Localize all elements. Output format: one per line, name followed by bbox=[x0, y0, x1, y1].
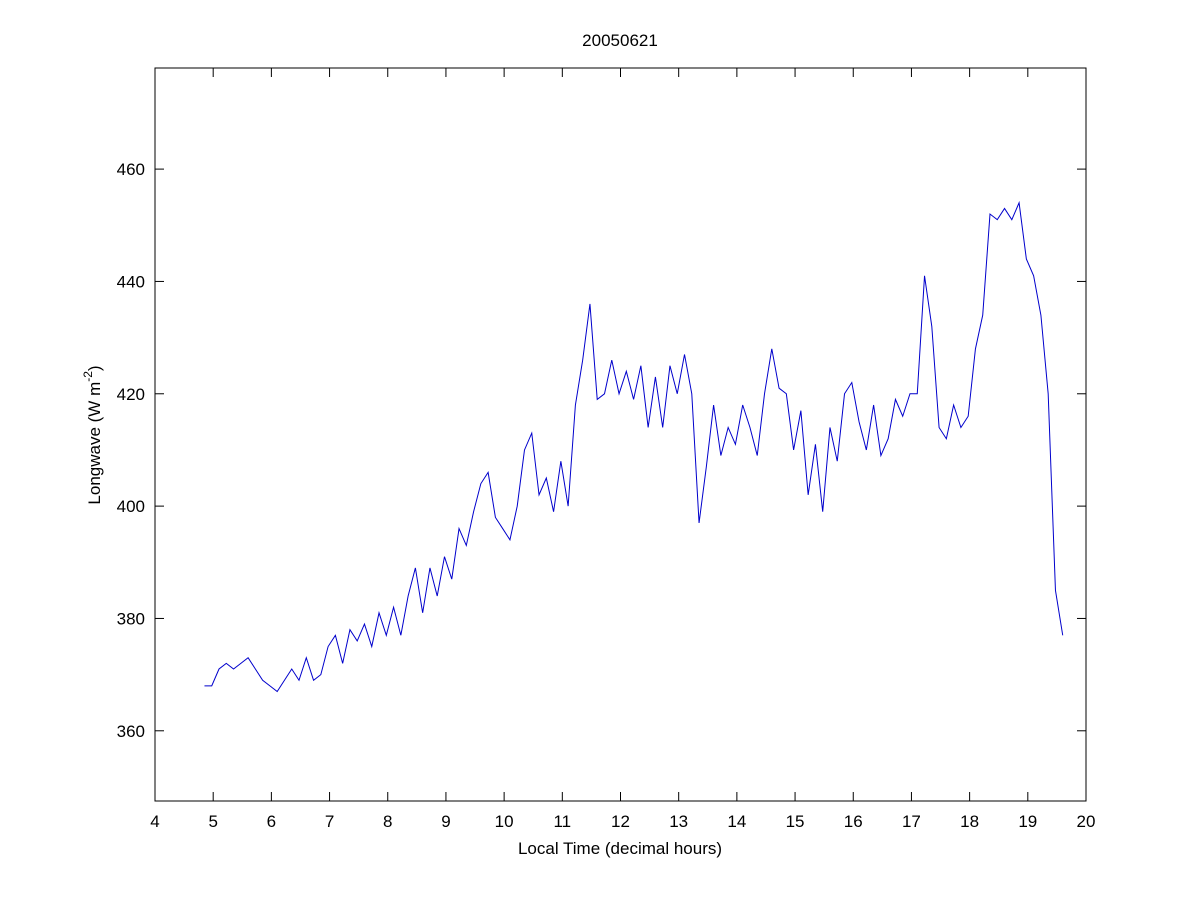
x-axis-label: Local Time (decimal hours) bbox=[518, 839, 722, 858]
x-tick-label: 20 bbox=[1077, 812, 1096, 831]
x-tick-label: 12 bbox=[611, 812, 630, 831]
y-tick-label: 380 bbox=[117, 609, 145, 628]
x-tick-label: 15 bbox=[786, 812, 805, 831]
x-tick-label: 6 bbox=[267, 812, 276, 831]
x-tick-label: 13 bbox=[669, 812, 688, 831]
x-tick-label: 7 bbox=[325, 812, 334, 831]
data-line bbox=[204, 200, 1064, 693]
x-tick-label: 11 bbox=[553, 812, 571, 831]
x-tick-label: 4 bbox=[150, 812, 159, 831]
x-tick-label: 18 bbox=[960, 812, 979, 831]
x-tick-label: 8 bbox=[383, 812, 392, 831]
y-tick-label: 400 bbox=[117, 497, 145, 516]
y-tick-label: 440 bbox=[117, 272, 145, 291]
x-tick-label: 19 bbox=[1018, 812, 1037, 831]
x-tick-label: 16 bbox=[844, 812, 863, 831]
y-axis-label-sup: -2 bbox=[81, 371, 95, 382]
y-axis-label-text: Longwave (W m bbox=[85, 382, 104, 505]
x-tick-label: 9 bbox=[441, 812, 450, 831]
y-tick-label: 460 bbox=[117, 160, 145, 179]
x-tick-label: 5 bbox=[208, 812, 217, 831]
chart-title: 20050621 bbox=[582, 31, 658, 50]
y-tick-label: 420 bbox=[117, 385, 145, 404]
y-axis-label-end: ) bbox=[85, 365, 104, 371]
x-tick-label: 10 bbox=[495, 812, 514, 831]
y-tick-label: 360 bbox=[117, 722, 145, 741]
y-axis-label: Longwave (W m-2) bbox=[81, 365, 104, 504]
x-tick-label: 14 bbox=[727, 812, 746, 831]
x-tick-label: 17 bbox=[902, 812, 921, 831]
